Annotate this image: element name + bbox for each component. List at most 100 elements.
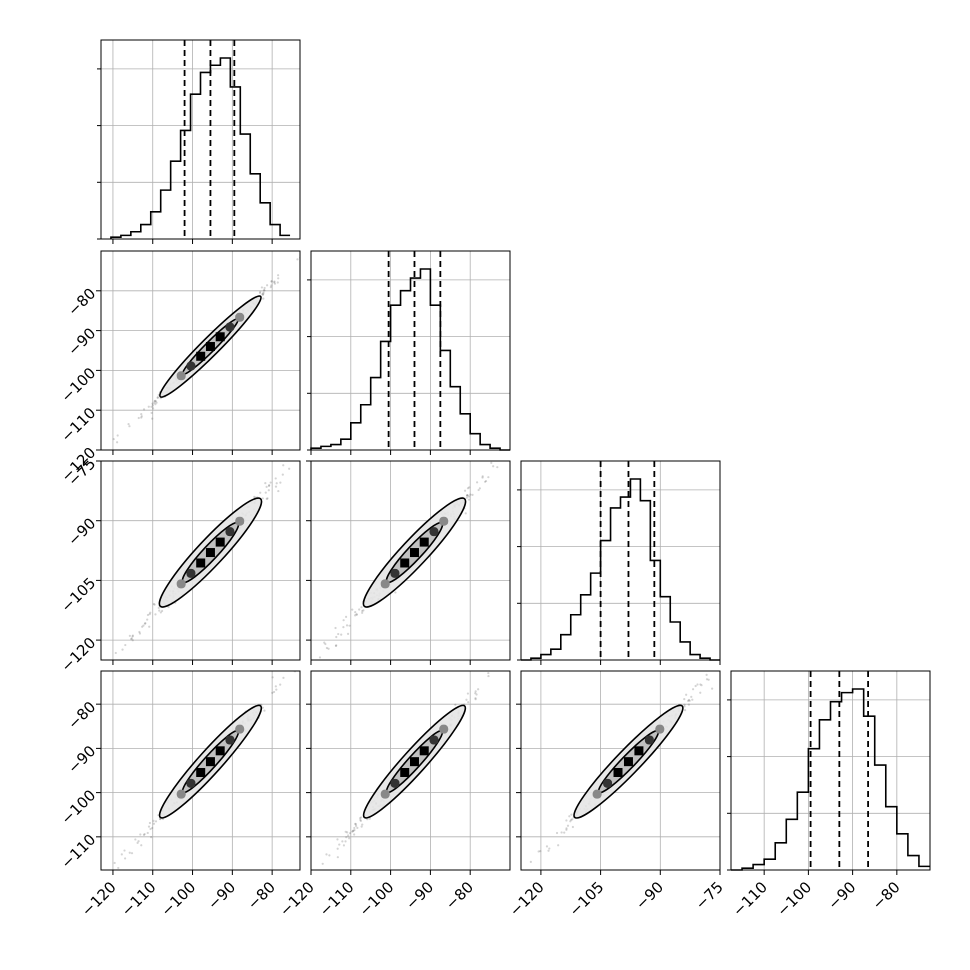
panel-frame	[100, 460, 301, 661]
sample-point	[144, 622, 147, 625]
x-tick-label: −120	[506, 878, 548, 920]
sample-point	[478, 487, 481, 490]
sample-point	[264, 482, 267, 485]
sample-point	[711, 687, 714, 690]
sample-point	[534, 626, 536, 628]
sample-point	[161, 609, 164, 613]
density-core	[613, 767, 623, 777]
density-core	[176, 371, 186, 381]
sample-point	[265, 497, 268, 501]
sample-point	[152, 822, 156, 825]
sample-point	[128, 634, 131, 637]
x-tick-label: −90	[824, 878, 859, 913]
density-core	[235, 724, 245, 734]
sample-point	[351, 608, 354, 611]
panel-frame	[520, 670, 721, 871]
sample-point	[466, 494, 469, 497]
sample-point	[570, 818, 573, 822]
sample-point	[167, 605, 170, 609]
sample-point	[154, 820, 158, 823]
sample-point	[159, 611, 162, 614]
sample-point	[120, 853, 123, 856]
sample-point	[571, 818, 574, 821]
sample-point	[465, 496, 468, 499]
sample-point	[469, 493, 472, 496]
sample-point	[281, 473, 284, 476]
sample-point	[267, 484, 271, 488]
sample-point	[563, 831, 566, 834]
density-core	[186, 778, 196, 788]
sample-point	[523, 436, 525, 438]
sample-point	[467, 701, 470, 704]
density-core	[603, 778, 613, 788]
density-core	[176, 579, 186, 589]
panel-frame	[310, 460, 511, 661]
sample-point	[318, 656, 322, 659]
sample-point	[359, 818, 362, 821]
sample-point	[277, 489, 280, 493]
sample-point	[140, 415, 143, 418]
sample-point	[141, 625, 144, 628]
sample-point	[296, 666, 298, 668]
sample-point	[154, 403, 157, 406]
sample-point	[475, 693, 478, 696]
sample-point	[346, 831, 349, 834]
sample-point	[293, 667, 295, 669]
sample-point	[691, 688, 695, 691]
sample-point	[140, 416, 143, 419]
sample-point	[325, 646, 329, 650]
sample-point	[138, 632, 142, 635]
density-core	[419, 537, 429, 547]
sample-point	[136, 841, 139, 845]
sample-point	[705, 678, 709, 681]
sample-point	[743, 642, 745, 644]
sample-point	[158, 609, 161, 612]
sample-point	[128, 851, 131, 854]
sample-point	[477, 688, 480, 691]
sample-point	[487, 671, 490, 675]
sample-point	[705, 673, 708, 677]
sample-point	[321, 862, 324, 865]
sample-point	[353, 828, 356, 832]
sample-point	[465, 494, 469, 497]
sample-point	[344, 840, 347, 843]
sample-point	[261, 293, 264, 296]
y-tick-label: −120	[58, 634, 100, 676]
x-tick-label: −110	[118, 878, 160, 920]
sample-point	[471, 493, 474, 496]
sample-point	[353, 826, 356, 830]
sample-point	[490, 461, 493, 464]
sample-point	[555, 831, 559, 835]
sample-point	[683, 703, 686, 706]
panel-body	[113, 666, 298, 870]
sample-point	[539, 850, 542, 853]
sample-point	[700, 684, 703, 687]
sample-point	[275, 688, 278, 691]
sample-point	[335, 644, 338, 647]
sample-point	[269, 481, 272, 484]
sample-point	[282, 676, 285, 679]
sample-point	[253, 495, 256, 498]
density-core	[225, 735, 235, 745]
y-tick-label: −110	[58, 830, 100, 872]
sample-point	[274, 685, 277, 688]
sample-point	[688, 699, 691, 702]
sample-point	[351, 830, 354, 833]
sample-point	[262, 297, 265, 300]
sample-point	[325, 853, 328, 856]
density-core	[380, 579, 390, 589]
sample-point	[464, 512, 467, 515]
histogram-0	[110, 57, 291, 239]
sample-point	[274, 485, 278, 488]
sample-point	[687, 699, 690, 703]
sample-point	[116, 434, 119, 437]
panel-3-2: −120 −105 −90 −75	[506, 642, 745, 920]
sample-point	[355, 613, 358, 616]
sample-point	[275, 482, 278, 485]
sample-point	[154, 400, 158, 403]
sample-point	[474, 698, 477, 701]
sample-point	[156, 396, 159, 399]
sample-point	[477, 488, 480, 492]
density-core	[196, 351, 206, 361]
sample-point	[354, 823, 357, 826]
